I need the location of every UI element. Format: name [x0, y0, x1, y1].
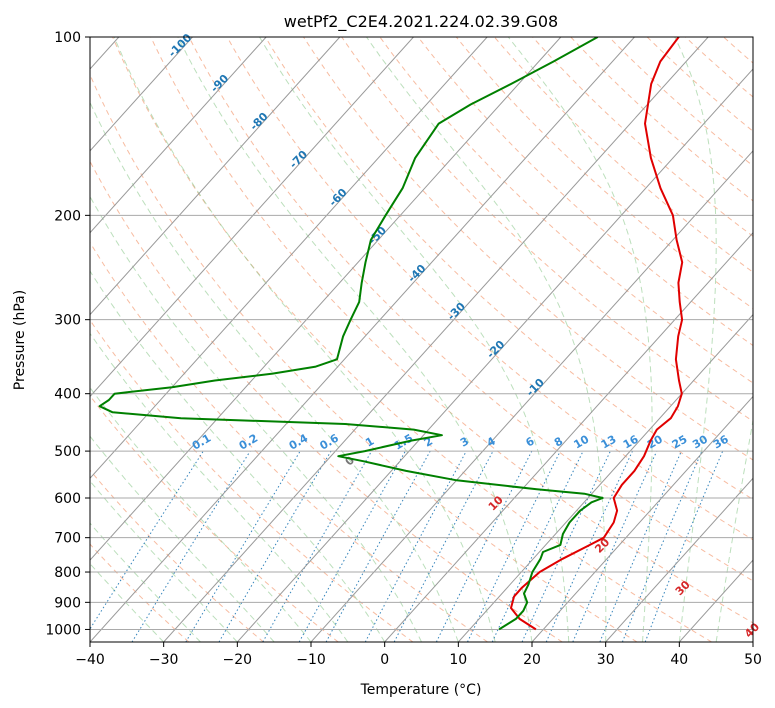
mixing-ratio-line — [364, 450, 467, 642]
isotherm-line — [90, 37, 488, 480]
isotherm-line — [163, 37, 709, 642]
x-tick-label: 40 — [670, 652, 688, 668]
dry-adiabat — [90, 319, 414, 642]
dry-adiabat — [90, 469, 264, 642]
isotherm-line — [90, 37, 193, 152]
y-tick-label: 700 — [54, 531, 81, 547]
dry-adiabat — [90, 160, 563, 642]
y-tick-label: 900 — [54, 595, 81, 611]
moist-adiabat — [366, 37, 607, 642]
dry-adiabat — [90, 73, 638, 642]
x-tick-label: −20 — [223, 652, 253, 668]
mixing-ratio-line — [435, 450, 533, 642]
mixing-ratio-line — [621, 450, 703, 642]
dry-adiabat — [341, 37, 753, 422]
moist-adiabat — [674, 37, 717, 642]
moist-adiabat — [90, 386, 312, 642]
dry-adiabat — [188, 37, 753, 582]
moist-adiabat — [177, 37, 533, 642]
isotherm-line — [236, 68, 753, 642]
isotherm-line — [90, 37, 341, 316]
x-tick-label: 30 — [597, 652, 615, 668]
dry-adiabat — [150, 37, 753, 624]
dry-adiabat — [264, 37, 753, 501]
isotherm-line — [310, 150, 753, 642]
mixing-ratio-line — [298, 450, 406, 642]
x-axis: −40 −30 −20 −10 0 10 20 30 40 50 — [75, 642, 762, 668]
dewpoint-line — [98, 37, 604, 631]
isotherm-line — [605, 477, 753, 642]
y-axis-label: Pressure (hPa) — [12, 290, 28, 390]
isotherm-line — [90, 37, 562, 561]
y-tick-label: 600 — [54, 491, 81, 507]
mixing-ratio-line — [572, 450, 658, 642]
mixing-ratio-line — [599, 450, 682, 642]
y-tick-label: 300 — [54, 313, 81, 329]
dry-adiabat — [570, 37, 753, 202]
dry-adiabat — [112, 37, 712, 642]
profile-series — [98, 37, 684, 631]
grid — [90, 37, 753, 642]
dry-adiabat — [532, 37, 753, 237]
isotherm-line — [384, 231, 753, 642]
x-tick-label: 20 — [523, 652, 541, 668]
isotherm-line — [90, 37, 414, 398]
mixing-ratio-line — [644, 450, 724, 642]
moist-adiabat — [90, 101, 459, 642]
x-tick-label: −40 — [75, 652, 105, 668]
mixing-ratio-line — [325, 450, 431, 642]
dry-adiabat — [226, 37, 753, 541]
dry-adiabat — [417, 37, 753, 347]
y-axis: 100 200 300 400 500 600 700 800 900 1000 — [45, 30, 90, 638]
dry-adiabat — [303, 37, 753, 461]
moist-adiabat — [90, 270, 386, 642]
dry-adiabat — [608, 37, 753, 167]
moist-adiabat — [90, 195, 422, 642]
mixing-ratio-line — [90, 450, 204, 630]
moist-adiabat — [715, 417, 753, 642]
moist-adiabat — [507, 37, 653, 642]
isotherm-line — [457, 313, 753, 642]
x-tick-label: 0 — [380, 652, 389, 668]
mixing-ratio-line — [545, 450, 633, 642]
background-lines — [90, 37, 753, 642]
y-tick-label: 100 — [54, 30, 81, 46]
plot-frame — [89, 36, 754, 643]
isotherm-line — [90, 37, 635, 642]
dry-adiabat — [455, 37, 753, 310]
x-tick-label: 50 — [744, 652, 762, 668]
y-tick-label: 1000 — [45, 622, 81, 638]
moist-adiabat — [259, 37, 570, 642]
temperature-line — [510, 37, 684, 631]
y-tick-label: 500 — [54, 444, 81, 460]
y-tick-label: 800 — [54, 565, 81, 581]
x-tick-label: −10 — [296, 652, 326, 668]
y-tick-label: 200 — [54, 208, 81, 224]
plot-area — [90, 37, 753, 642]
dry-adiabat — [494, 37, 753, 273]
moist-adiabat — [90, 332, 349, 642]
chart-title: wetPf2_C2E4.2021.224.02.39.G08 — [284, 12, 558, 32]
isotherm-line — [752, 641, 753, 642]
x-tick-label: 10 — [449, 652, 467, 668]
dry-adiabat — [379, 37, 753, 384]
isotherm-line — [531, 395, 753, 642]
y-tick-label: 400 — [54, 387, 81, 403]
isotherm-line — [90, 37, 267, 234]
x-axis-label: Temperature (°C) — [360, 682, 482, 698]
x-tick-label: −30 — [149, 652, 179, 668]
